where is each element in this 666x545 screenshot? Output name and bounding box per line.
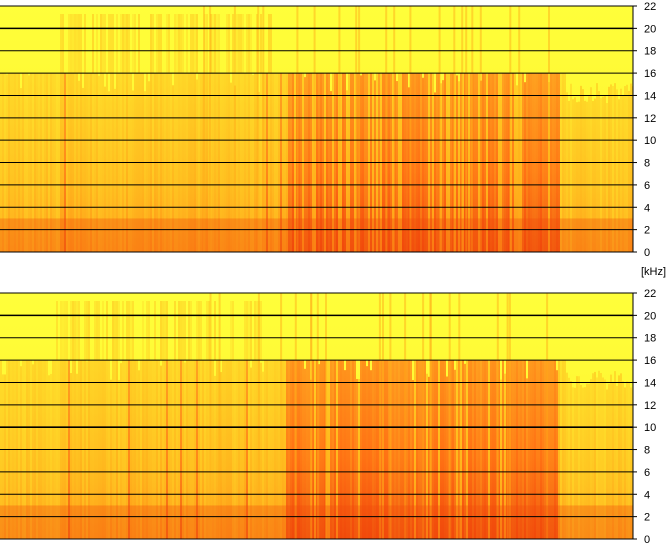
y-tick-label-4: 4	[644, 202, 650, 214]
axis-unit-label: [kHz]	[641, 266, 666, 278]
y-tick-label-4: 4	[644, 489, 650, 501]
y-tick-label-10: 10	[644, 135, 656, 147]
y-tick-label-12: 12	[644, 113, 656, 125]
y-tick-label-10: 10	[644, 422, 656, 434]
y-tick-label-8: 8	[644, 158, 650, 170]
y-tick-label-18: 18	[644, 46, 656, 58]
y-tick-label-16: 16	[644, 68, 656, 80]
y-tick-label-22: 22	[644, 1, 656, 13]
spectrogram-panel-bottom: 0 2 4 6 8 10 12 14 16 18 20 22	[0, 288, 656, 545]
y-tick-label-18: 18	[644, 333, 656, 345]
y-tick-label-6: 6	[644, 180, 650, 192]
y-tick-label-20: 20	[644, 310, 656, 322]
y-tick-label-8: 8	[644, 445, 650, 457]
y-tick-label-2: 2	[644, 512, 650, 524]
y-tick-label-22: 22	[644, 288, 656, 300]
y-tick-label-14: 14	[644, 377, 656, 389]
y-tick-label-0: 0	[644, 247, 650, 259]
spectrogram-image	[0, 6, 633, 252]
y-tick-label-16: 16	[644, 355, 656, 367]
y-tick-label-14: 14	[644, 90, 656, 102]
spectrogram-image	[0, 293, 633, 539]
spectrogram-panel-top: 0 2 4 6 8 10 12 14 16 18 20 22	[0, 1, 656, 259]
y-tick-label-20: 20	[644, 23, 656, 35]
y-tick-label-6: 6	[644, 467, 650, 479]
y-tick-label-2: 2	[644, 225, 650, 237]
y-tick-label-12: 12	[644, 400, 656, 412]
y-tick-label-0: 0	[644, 534, 650, 545]
